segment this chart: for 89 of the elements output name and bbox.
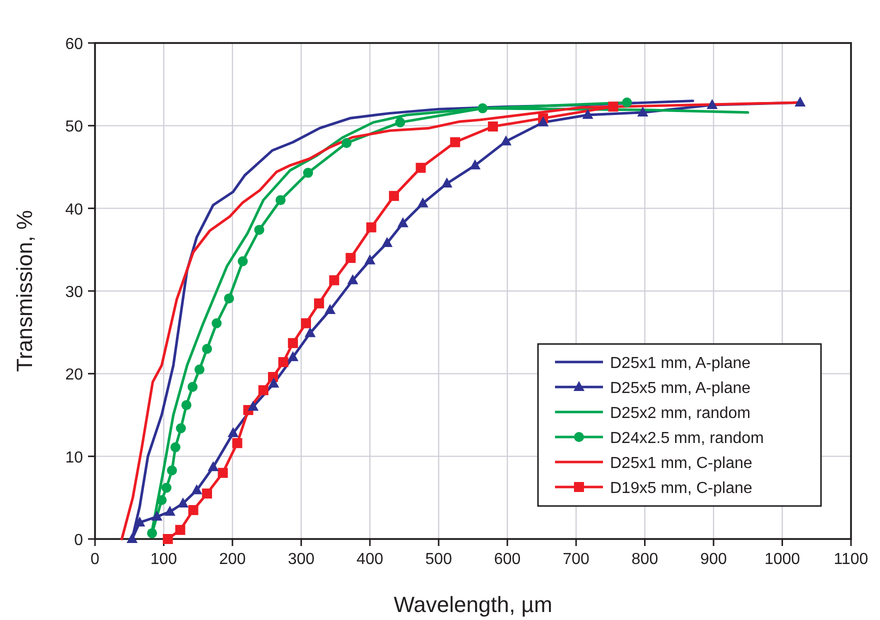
x-tick-label: 1000 <box>764 551 800 568</box>
x-tick-label: 800 <box>631 551 658 568</box>
x-tick-label: 300 <box>288 551 315 568</box>
point <box>441 178 452 188</box>
point <box>346 252 356 263</box>
y-tick-label: 20 <box>65 366 84 384</box>
point <box>162 534 173 544</box>
point <box>218 468 228 478</box>
point <box>151 510 162 521</box>
x-tick-label: 100 <box>150 551 178 568</box>
point <box>176 423 186 434</box>
point <box>147 528 158 538</box>
point <box>161 482 172 493</box>
x-tick-label: 0 <box>90 551 100 568</box>
point <box>276 195 286 206</box>
y-axis-title: Transmission, % <box>12 210 37 372</box>
y-tick-label: 0 <box>74 532 84 549</box>
x-tick-label: 900 <box>700 551 727 568</box>
legend-label: D24x2.5 mm, random <box>610 430 764 447</box>
point <box>202 488 212 499</box>
point <box>258 385 268 396</box>
y-tick-label: 60 <box>65 36 84 53</box>
point <box>366 222 376 232</box>
point <box>166 465 177 476</box>
point <box>397 217 408 228</box>
point <box>175 524 186 535</box>
point <box>202 344 212 354</box>
point <box>538 116 549 126</box>
point <box>324 304 336 314</box>
point <box>794 96 806 107</box>
x-tick-label: 400 <box>356 551 384 568</box>
point <box>224 293 234 304</box>
point <box>488 121 498 132</box>
y-tick-label: 10 <box>65 449 84 466</box>
point <box>478 103 488 114</box>
y-tick-label: 40 <box>65 201 84 218</box>
point <box>170 442 180 452</box>
point <box>288 338 298 348</box>
point <box>300 318 311 328</box>
point <box>191 484 202 494</box>
point <box>254 224 264 235</box>
x-tick-label: 1100 <box>834 551 868 568</box>
point <box>304 327 316 338</box>
point <box>347 274 358 284</box>
point <box>212 318 222 328</box>
point <box>188 505 198 516</box>
point <box>278 357 288 368</box>
point <box>582 108 594 119</box>
point <box>188 382 198 392</box>
point <box>194 364 204 375</box>
y-tick-label: 30 <box>65 284 84 301</box>
legend-label: D25x1 mm, A-plane <box>610 355 751 372</box>
x-tick-label: 200 <box>219 551 246 568</box>
x-tick-label: 700 <box>562 551 590 568</box>
point <box>706 99 718 109</box>
y-tick-label: 50 <box>65 118 84 136</box>
point <box>181 400 192 410</box>
point <box>416 162 426 173</box>
x-tick-label: 500 <box>425 551 452 568</box>
point <box>637 106 648 116</box>
legend-label: D25x5 mm, A-plane <box>610 380 751 397</box>
point <box>342 138 352 148</box>
point <box>314 298 324 308</box>
point <box>395 117 406 128</box>
point <box>228 427 239 438</box>
point <box>208 461 219 472</box>
point <box>232 438 242 448</box>
point <box>156 495 167 506</box>
point <box>303 168 314 178</box>
point <box>470 159 481 170</box>
legend-label: D19x5 mm, C-plane <box>610 480 752 497</box>
point <box>450 137 460 148</box>
point <box>329 275 340 286</box>
point <box>164 506 176 516</box>
point <box>388 190 399 201</box>
x-tick-label: 600 <box>494 551 521 568</box>
point <box>248 400 259 411</box>
point <box>622 98 632 108</box>
legend-label: D25x1 mm, C-plane <box>610 455 752 472</box>
point <box>238 256 248 266</box>
point <box>500 135 512 146</box>
x-axis-title: Wavelength, µm <box>394 592 552 617</box>
point <box>364 254 376 264</box>
legend-label: D25x2 mm, random <box>610 405 750 422</box>
point <box>417 197 428 208</box>
point <box>268 378 280 388</box>
point <box>608 102 618 112</box>
point <box>287 351 298 362</box>
point <box>382 237 393 248</box>
